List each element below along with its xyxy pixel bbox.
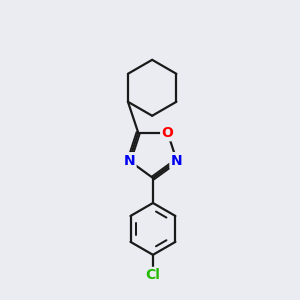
Text: N: N xyxy=(123,154,135,168)
Text: O: O xyxy=(162,126,174,140)
Text: N: N xyxy=(171,154,183,168)
Text: Cl: Cl xyxy=(146,268,160,282)
